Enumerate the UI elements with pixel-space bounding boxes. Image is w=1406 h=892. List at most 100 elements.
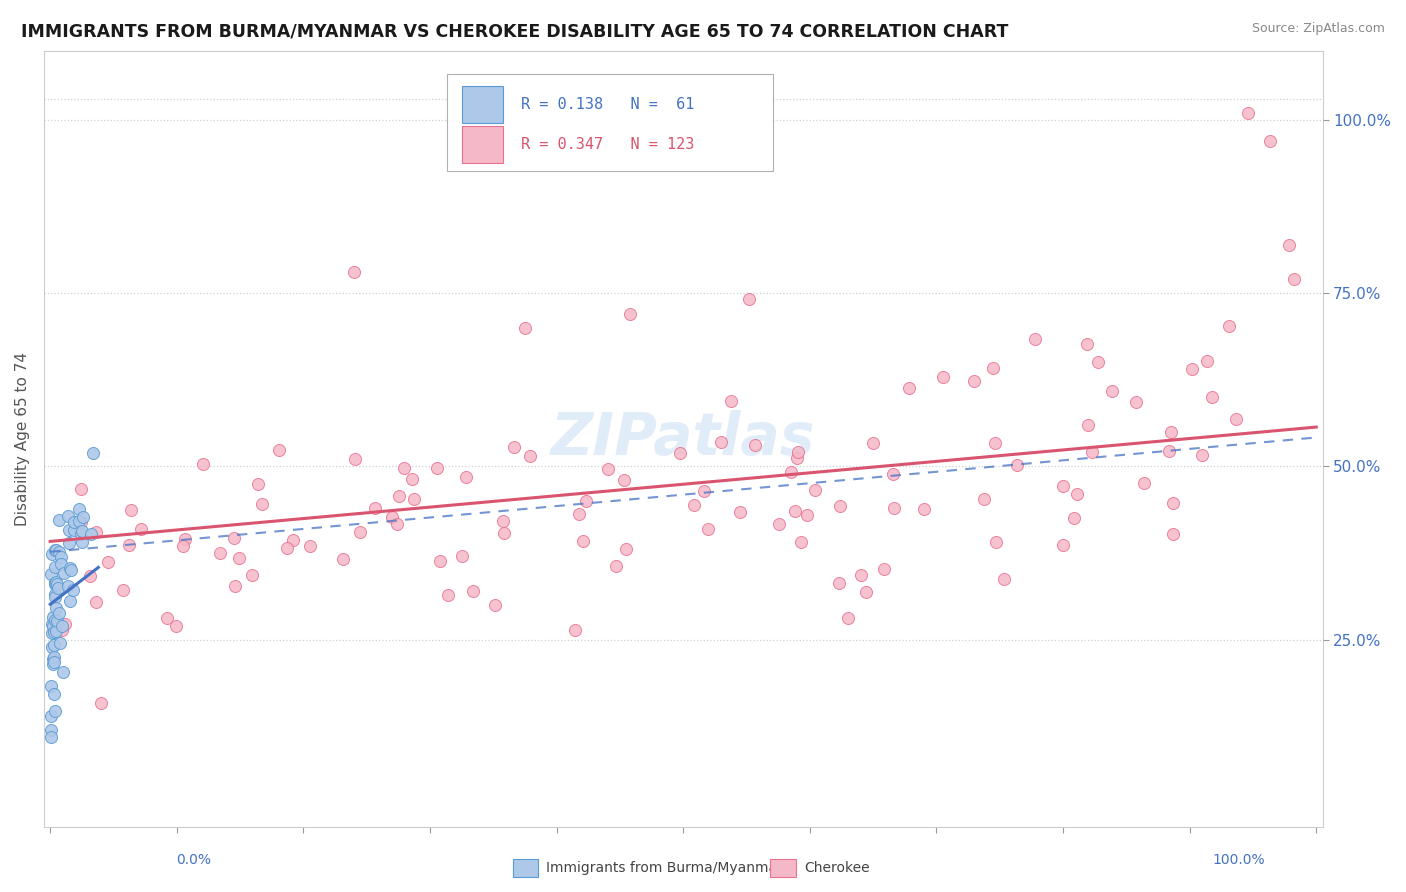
Point bbox=[41, 547, 63, 561]
Point bbox=[58, 524, 80, 538]
Point bbox=[1076, 336, 1098, 351]
Point bbox=[276, 541, 298, 555]
Point bbox=[165, 619, 187, 633]
Point bbox=[41, 640, 63, 655]
Point bbox=[222, 531, 245, 545]
Point bbox=[228, 550, 250, 565]
Point bbox=[1024, 332, 1046, 346]
Point bbox=[79, 568, 101, 582]
Point bbox=[49, 636, 72, 650]
Point bbox=[51, 624, 73, 638]
Point bbox=[281, 533, 304, 547]
Point bbox=[572, 534, 595, 549]
Point bbox=[84, 525, 107, 540]
Point bbox=[568, 508, 591, 522]
Point bbox=[343, 452, 366, 467]
Point bbox=[855, 585, 877, 599]
Point bbox=[208, 546, 231, 560]
Point bbox=[519, 449, 541, 463]
Point bbox=[783, 504, 806, 518]
Point bbox=[380, 509, 402, 524]
Point bbox=[51, 557, 73, 571]
Point bbox=[1195, 353, 1218, 368]
Point bbox=[1181, 361, 1204, 376]
Point bbox=[67, 502, 90, 516]
Point bbox=[191, 458, 214, 472]
Point bbox=[973, 491, 995, 506]
Point bbox=[63, 515, 86, 529]
Point bbox=[1077, 418, 1099, 433]
Point bbox=[63, 523, 86, 537]
Point bbox=[1007, 458, 1029, 472]
Point bbox=[1236, 106, 1258, 120]
Point bbox=[564, 623, 586, 637]
Point bbox=[426, 461, 449, 475]
Point bbox=[44, 591, 66, 605]
Point bbox=[1161, 527, 1184, 541]
Point bbox=[463, 584, 485, 599]
Point bbox=[49, 549, 72, 564]
Point bbox=[1225, 412, 1247, 426]
Point bbox=[1284, 272, 1306, 286]
Text: ZIPatlas: ZIPatlas bbox=[551, 410, 815, 467]
Point bbox=[45, 543, 67, 558]
Point bbox=[44, 577, 66, 591]
Point bbox=[48, 581, 70, 595]
Point bbox=[503, 440, 526, 454]
Point bbox=[883, 501, 905, 516]
Point bbox=[1218, 318, 1240, 333]
Point bbox=[1260, 134, 1282, 148]
Point bbox=[786, 451, 808, 466]
Point bbox=[451, 549, 474, 563]
Point bbox=[48, 545, 70, 559]
Point bbox=[401, 472, 423, 486]
Point bbox=[898, 380, 921, 394]
Point bbox=[429, 554, 451, 568]
Point bbox=[349, 524, 371, 539]
Point bbox=[42, 656, 65, 670]
Point bbox=[42, 657, 65, 671]
Point bbox=[786, 445, 808, 459]
Point bbox=[728, 505, 751, 519]
Point bbox=[828, 576, 851, 591]
Point bbox=[613, 473, 636, 487]
Text: 100.0%: 100.0% bbox=[1213, 853, 1265, 867]
Point bbox=[619, 307, 641, 321]
Point bbox=[129, 522, 152, 536]
Point bbox=[45, 601, 67, 615]
Text: Source: ZipAtlas.com: Source: ZipAtlas.com bbox=[1251, 22, 1385, 36]
Point bbox=[779, 465, 801, 479]
Point bbox=[1160, 425, 1182, 439]
Point bbox=[796, 508, 818, 522]
Point bbox=[669, 446, 692, 460]
Point bbox=[693, 483, 716, 498]
Point bbox=[298, 539, 321, 553]
Point bbox=[112, 582, 135, 597]
Point bbox=[598, 462, 620, 476]
Point bbox=[70, 483, 93, 497]
Point bbox=[789, 535, 811, 549]
Point bbox=[1087, 354, 1109, 368]
Point bbox=[118, 538, 141, 552]
Point bbox=[155, 610, 177, 624]
Point bbox=[492, 514, 515, 528]
Point bbox=[402, 491, 425, 506]
Point bbox=[44, 574, 66, 589]
Point bbox=[44, 575, 66, 590]
Point bbox=[120, 502, 142, 516]
Point bbox=[53, 566, 76, 581]
Text: R = 0.347   N = 123: R = 0.347 N = 123 bbox=[520, 137, 695, 153]
Point bbox=[1101, 384, 1123, 398]
Point bbox=[59, 563, 82, 577]
Point bbox=[437, 588, 460, 602]
Point bbox=[45, 624, 67, 639]
Point bbox=[42, 624, 65, 639]
Point bbox=[41, 619, 63, 633]
Point bbox=[48, 607, 70, 621]
Point bbox=[837, 610, 859, 624]
Point bbox=[240, 568, 263, 582]
Point bbox=[72, 524, 94, 538]
Point bbox=[683, 498, 706, 512]
Point bbox=[267, 443, 290, 458]
Point bbox=[84, 595, 107, 609]
